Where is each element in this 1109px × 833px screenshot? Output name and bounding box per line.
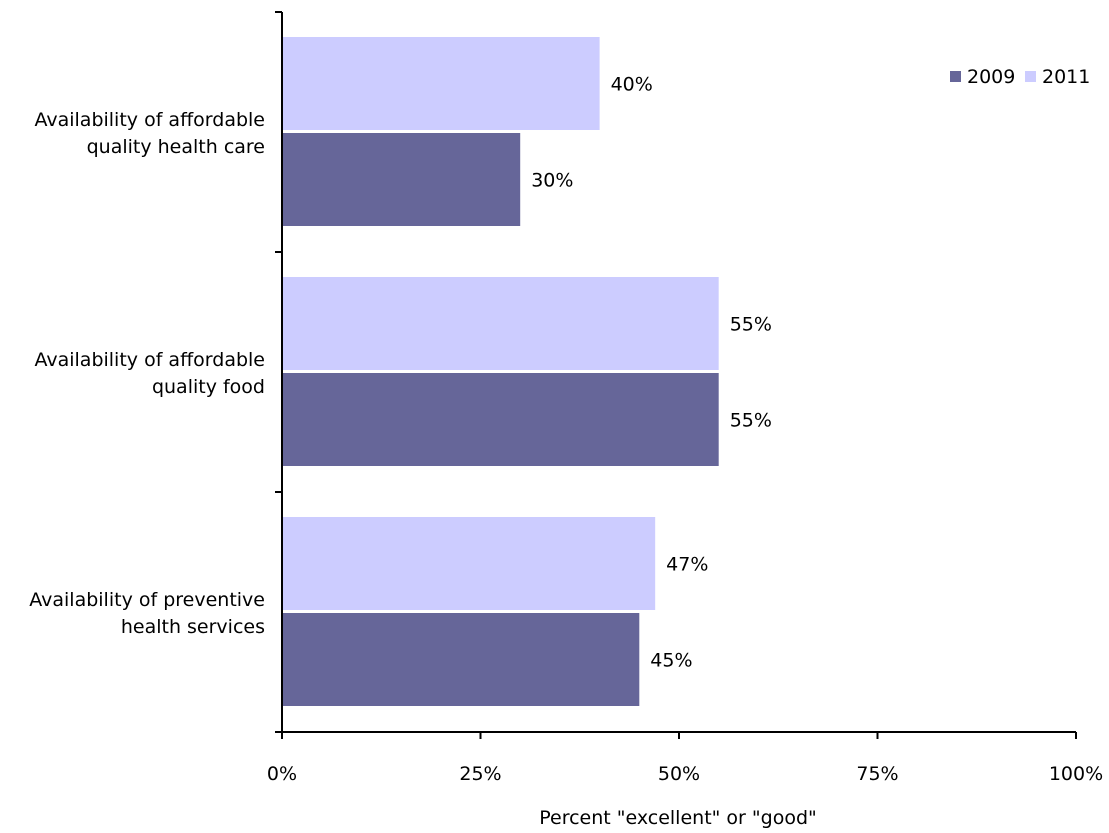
bar-2011-1 (282, 277, 719, 370)
category-label-2: Availability of preventive health service… (29, 589, 265, 638)
legend: 2009 2011 (950, 66, 1090, 88)
legend-label-2009: 2009 (967, 66, 1015, 88)
legend-swatch-2009 (950, 71, 961, 82)
category-label-line: health services (121, 616, 265, 638)
axes-layer (275, 11, 1077, 739)
data-label-2011-0: 40% (611, 74, 653, 96)
x-tick-label-0: 0% (267, 763, 297, 785)
bar-2011-0 (282, 37, 600, 130)
x-tick-label-3: 75% (856, 763, 898, 785)
data-label-2009-2: 45% (650, 650, 692, 672)
bars-layer (282, 37, 719, 706)
category-label-1: Availability of affordable quality food (34, 349, 265, 398)
legend-label-2011: 2011 (1042, 66, 1090, 88)
x-tick-labels-layer: 0% 25% 50% 75% 100% (267, 763, 1103, 785)
data-labels-layer: 40% 30% 55% 55% 47% 45% (531, 74, 772, 672)
x-tick-label-4: 100% (1049, 763, 1103, 785)
category-labels-layer: Availability of affordable quality health… (29, 109, 265, 638)
data-label-2009-1: 55% (730, 410, 772, 432)
category-label-line: quality health care (87, 136, 265, 158)
x-tick-label-1: 25% (459, 763, 501, 785)
bar-2009-1 (282, 373, 719, 466)
bar-2009-2 (282, 613, 640, 706)
x-axis-title: Percent "excellent" or "good" (539, 807, 817, 829)
data-label-2011-2: 47% (666, 554, 708, 576)
legend-swatch-2011 (1025, 71, 1036, 82)
data-label-2009-0: 30% (531, 170, 573, 192)
category-label-line: quality food (152, 376, 265, 398)
bar-2009-0 (282, 133, 521, 226)
category-label-line: Availability of affordable (34, 349, 265, 371)
category-label-line: Availability of affordable (34, 109, 265, 131)
bar-2011-2 (282, 517, 656, 610)
category-label-line: Availability of preventive (29, 589, 265, 611)
data-label-2011-1: 55% (730, 314, 772, 336)
x-tick-label-2: 50% (658, 763, 700, 785)
category-label-0: Availability of affordable quality health… (34, 109, 265, 158)
